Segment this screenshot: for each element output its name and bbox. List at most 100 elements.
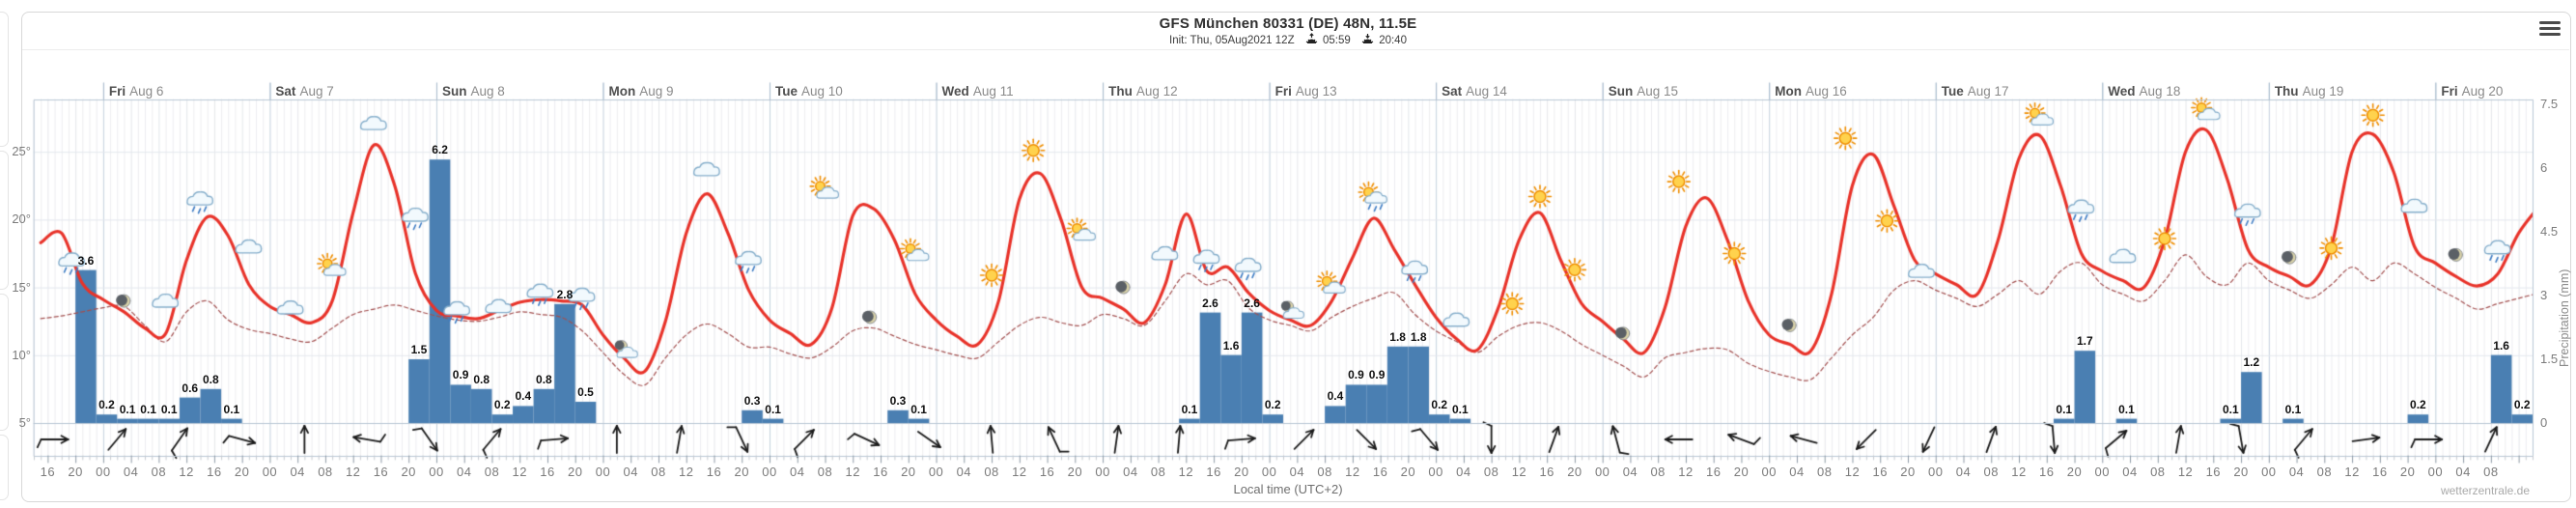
time-tick-label: 20 [1234,465,1249,479]
time-tick-label: 04 [1789,465,1805,479]
time-tick-label: 12 [845,465,861,479]
precip-axis-tick: 6 [2540,160,2548,175]
right-axis-title: Precipitation (mm) [2558,268,2571,367]
time-tick-label: 04 [1456,465,1471,479]
precip-value-label: 0.5 [577,385,594,399]
bottom-axis-title: Local time (UTC+2) [1233,482,1343,496]
time-tick-label: 08 [2150,465,2166,479]
precip-value-label: 0.9 [1348,368,1364,382]
precip-value-label: 0.1 [2056,402,2073,416]
precip-value-label: 0.8 [473,372,490,386]
time-tick-label: 00 [429,465,444,479]
day-label: Sun Aug 15 [1608,84,1678,99]
time-tick-label: 20 [1067,465,1083,479]
time-tick-label: 12 [1178,465,1194,479]
precip-value-label: 1.8 [1410,329,1427,344]
time-tick-label: 16 [2039,465,2055,479]
time-tick-label: 12 [2177,465,2194,479]
time-tick-label: 12 [2011,465,2027,479]
day-label: Wed Aug 18 [2108,84,2181,99]
day-label: Mon Aug 9 [608,84,674,99]
time-tick-label: 08 [651,465,666,479]
time-tick-label: 08 [2316,465,2333,479]
precip-value-label: 0.1 [1451,402,1469,416]
time-tick-label: 20 [1733,465,1750,479]
time-tick-label: 16 [2205,465,2222,479]
precip-axis-tick: 1.5 [2540,352,2559,366]
time-tick-label: 20 [2233,465,2249,479]
time-tick-label: 16 [207,465,222,479]
time-tick-label: 20 [734,465,749,479]
precip-value-label: 1.2 [2243,355,2260,370]
time-tick-label: 12 [1678,465,1694,479]
time-tick-label: 12 [345,465,361,479]
time-tick-label: 16 [40,465,56,479]
precip-value-label: 2.6 [1244,296,1260,310]
precip-value-label: 0.1 [223,402,240,416]
day-label: Wed Aug 11 [941,84,1014,99]
time-tick-label: 04 [456,465,472,479]
precip-value-label: 0.2 [1431,398,1448,412]
time-tick-label: 20 [2066,465,2083,479]
precip-value-label: 0.1 [1181,402,1198,416]
time-tick-label: 12 [179,465,194,479]
day-label: Thu Aug 19 [2274,84,2344,99]
time-tick-label: 08 [1317,465,1332,479]
time-tick-label: 16 [540,465,555,479]
time-tick-label: 16 [1539,465,1554,479]
time-tick-label: 04 [1955,465,1972,479]
time-tick-label: 00 [2427,465,2444,479]
precip-value-label: 0.1 [765,402,781,416]
precip-value-label: 0.8 [536,372,552,386]
precip-axis-tick: 7.5 [2540,97,2559,111]
time-tick-label: 16 [373,465,389,479]
time-tick-label: 04 [1123,465,1138,479]
day-label: Fri Aug 6 [108,84,164,99]
time-tick-label: 04 [790,465,805,479]
time-tick-label: 12 [2344,465,2360,479]
precip-axis-tick: 4.5 [2540,224,2559,239]
time-tick-label: 04 [1289,465,1305,479]
time-tick-label: 00 [595,465,611,479]
time-tick-label: 08 [1650,465,1666,479]
time-tick-label: 00 [2261,465,2277,479]
precip-value-label: 0.1 [140,402,156,416]
day-label: Sun Aug 8 [441,84,505,99]
time-tick-label: 04 [2122,465,2138,479]
time-tick-label: 12 [512,465,527,479]
precip-value-label: 1.5 [410,343,428,356]
time-tick-label: 04 [1622,465,1638,479]
precip-value-label: 2.6 [1202,296,1218,310]
time-tick-label: 16 [2372,465,2388,479]
time-tick-label: 08 [2483,465,2499,479]
time-tick-label: 08 [1983,465,1999,479]
precip-value-label: 0.4 [515,389,532,404]
time-tick-label: 08 [1483,465,1499,479]
precip-value-label: 3.6 [77,253,95,268]
precip-value-label: 0.1 [2284,402,2302,416]
time-tick-label: 20 [901,465,916,479]
time-tick-label: 00 [762,465,777,479]
time-tick-label: 00 [1594,465,1610,479]
time-tick-label: 16 [1705,465,1722,479]
time-tick-label: 20 [567,465,583,479]
time-tick-label: 08 [151,465,167,479]
time-tick-label: 20 [68,465,83,479]
precip-value-label: 0.1 [160,402,178,416]
time-tick-label: 04 [623,465,638,479]
day-label: Fri Aug 20 [2441,84,2504,99]
time-tick-label: 08 [484,465,500,479]
precip-value-label: 0.3 [743,393,761,408]
time-tick-label: 08 [1150,465,1166,479]
time-tick-label: 16 [873,465,888,479]
precip-value-label: 2.8 [556,287,574,301]
time-tick-label: 16 [1206,465,1221,479]
time-tick-label: 08 [817,465,833,479]
time-tick-label: 00 [1261,465,1277,479]
time-tick-label: 00 [262,465,278,479]
precip-value-label: 0.3 [889,393,907,408]
precip-value-label: 1.8 [1389,329,1406,344]
time-tick-label: 16 [706,465,722,479]
